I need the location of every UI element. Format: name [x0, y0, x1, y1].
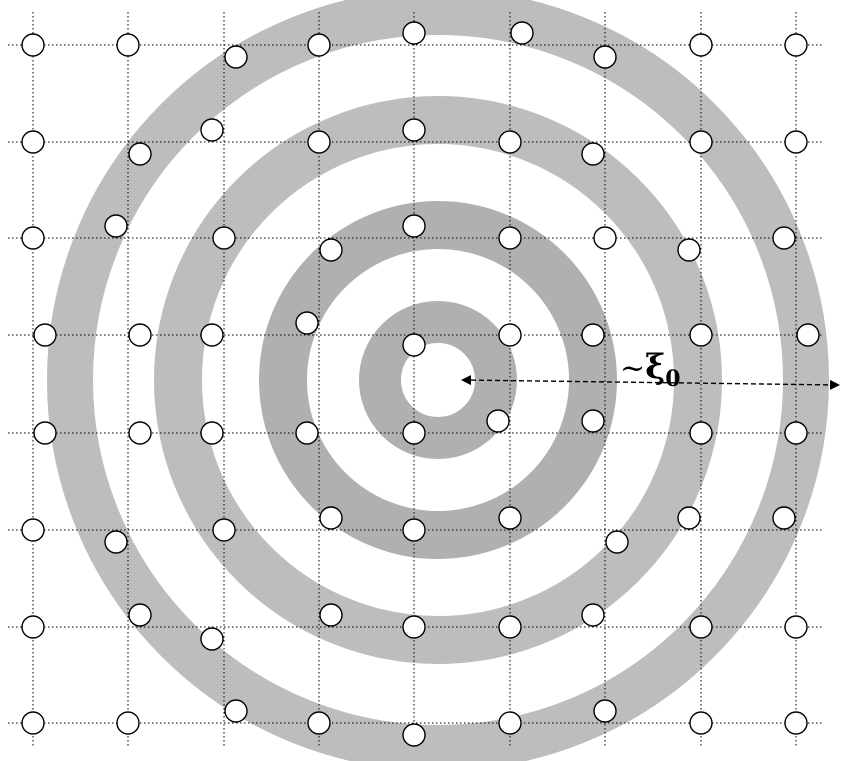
tilde-prefix: ~ — [620, 351, 645, 386]
lattice-site — [295, 311, 319, 335]
lattice-site — [402, 214, 426, 238]
lattice-site — [605, 530, 629, 554]
lattice-site — [486, 409, 510, 433]
lattice-site — [319, 506, 343, 530]
lattice-site — [593, 699, 617, 723]
lattice-site — [21, 518, 45, 542]
lattice-site — [689, 421, 713, 445]
lattice-site — [21, 226, 45, 250]
arrow-line — [461, 375, 840, 390]
lattice-site — [319, 238, 343, 262]
lattice-site — [402, 21, 426, 45]
lattice-site — [307, 33, 331, 57]
lattice-site — [402, 518, 426, 542]
lattice-site — [498, 130, 522, 154]
xi-symbol: ξ — [645, 347, 665, 387]
lattice-site — [402, 421, 426, 445]
lattice-site — [581, 409, 605, 433]
lattice-site — [593, 226, 617, 250]
lattice-site — [212, 226, 236, 250]
lattice-site — [784, 421, 808, 445]
lattice-site — [689, 33, 713, 57]
lattice-site — [402, 118, 426, 142]
lattice-site — [677, 506, 701, 530]
lattice-site — [224, 45, 248, 69]
xi-zero-label: ~ξ0 — [620, 347, 681, 392]
lattice-site — [128, 421, 152, 445]
lattice-site — [21, 130, 45, 154]
lattice-site — [128, 323, 152, 347]
lattice-site — [104, 530, 128, 554]
lattice-site — [104, 214, 128, 238]
lattice-site — [784, 33, 808, 57]
lattice-site — [796, 323, 820, 347]
lattice-site — [295, 421, 319, 445]
lattice-site — [498, 711, 522, 735]
lattice-site — [224, 699, 248, 723]
lattice-site — [402, 333, 426, 357]
lattice-site — [116, 711, 140, 735]
lattice-site — [402, 723, 426, 747]
lattice-site — [784, 615, 808, 639]
ring-2 — [259, 201, 617, 559]
ring-1 — [359, 301, 517, 459]
lattice-site — [784, 130, 808, 154]
lattice-site — [319, 603, 343, 627]
lattice-site — [402, 615, 426, 639]
concentric-rings — [47, 0, 829, 761]
lattice-site — [677, 238, 701, 262]
lattice-site — [593, 45, 617, 69]
lattice-site — [307, 130, 331, 154]
lattice-site — [128, 142, 152, 166]
lattice-site — [21, 33, 45, 57]
lattice-site — [21, 711, 45, 735]
lattice-site — [307, 711, 331, 735]
lattice-site — [689, 130, 713, 154]
lattice-site — [200, 323, 224, 347]
lattice-site — [581, 323, 605, 347]
lattice-site — [772, 226, 796, 250]
lattice-site — [128, 603, 152, 627]
lattice-site — [21, 615, 45, 639]
correlation-length-arrow — [461, 375, 840, 390]
lattice-site — [581, 603, 605, 627]
lattice-site — [689, 615, 713, 639]
lattice-site — [510, 21, 534, 45]
lattice-site — [498, 226, 522, 250]
lattice-site — [33, 421, 57, 445]
lattice-sites — [21, 21, 820, 747]
lattice-site — [689, 323, 713, 347]
lattice-site — [33, 323, 57, 347]
subscript-zero: 0 — [665, 366, 680, 392]
lattice-site — [498, 506, 522, 530]
lattice-site — [498, 323, 522, 347]
lattice-site — [116, 33, 140, 57]
lattice-site — [212, 518, 236, 542]
lattice-site — [200, 118, 224, 142]
lattice-site — [784, 711, 808, 735]
lattice-site — [581, 142, 605, 166]
lattice-site — [689, 711, 713, 735]
lattice-site — [498, 615, 522, 639]
lattice-site — [200, 421, 224, 445]
lattice-site — [772, 506, 796, 530]
lattice-site — [200, 627, 224, 651]
